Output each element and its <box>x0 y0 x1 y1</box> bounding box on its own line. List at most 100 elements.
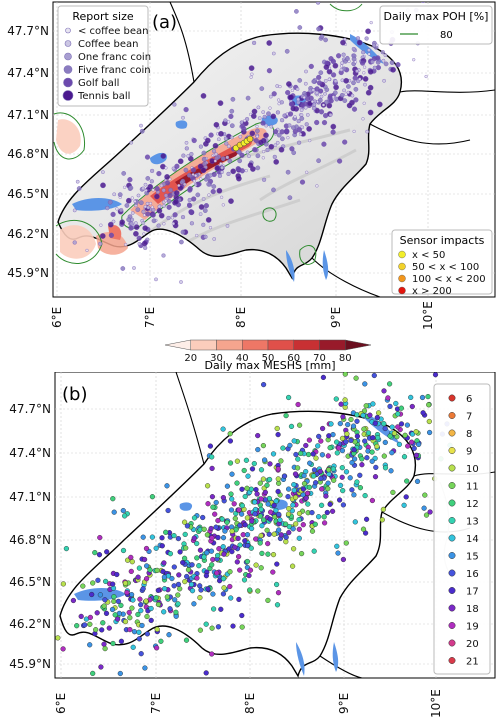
hail-report-point <box>191 515 198 521</box>
hail-report-point <box>229 471 235 477</box>
colorbar-tick: 40 <box>236 353 249 364</box>
hail-report-point <box>316 26 321 32</box>
hail-report-point <box>164 594 170 600</box>
hail-report-point <box>291 487 297 493</box>
hail-report-point <box>224 519 230 525</box>
report-legend-label: Coffee bean <box>78 39 138 50</box>
switzerland-border-b <box>59 410 416 678</box>
hail-report-point <box>243 119 247 123</box>
hail-report-point <box>276 480 282 486</box>
sensor-legend-label: 50 < x < 100 <box>412 262 479 273</box>
hail-report-point <box>227 431 233 437</box>
hail-report-point <box>351 447 357 453</box>
hail-report-point <box>121 171 127 176</box>
hail-report-point <box>266 531 272 537</box>
hail-report-point <box>413 429 419 435</box>
hail-report-point <box>128 185 134 191</box>
hail-report-point <box>202 208 208 213</box>
hail-report-point <box>322 520 328 526</box>
hail-report-point <box>72 240 77 245</box>
x-tick: 10°E <box>421 301 435 330</box>
hail-report-point <box>180 178 186 184</box>
hail-report-point <box>340 556 347 563</box>
hail-report-point <box>136 235 142 241</box>
hail-report-point <box>208 548 215 554</box>
hail-report-point <box>144 563 150 569</box>
hail-report-point <box>267 461 273 467</box>
hail-report-point <box>324 99 329 105</box>
hail-report-point <box>300 102 306 108</box>
hail-report-point <box>207 193 211 197</box>
hail-report-point <box>295 87 300 91</box>
hail-report-point <box>376 410 382 416</box>
hail-report-point <box>158 212 165 219</box>
hail-report-point <box>162 586 168 592</box>
hail-report-point <box>185 567 192 573</box>
hail-report-point <box>432 372 439 378</box>
hail-report-point <box>375 435 381 441</box>
hail-report-point <box>290 526 296 532</box>
hail-report-point <box>139 128 145 134</box>
hail-report-point <box>396 441 403 448</box>
hail-report-point <box>286 136 290 140</box>
hail-report-point <box>195 192 201 198</box>
hail-report-point <box>351 492 357 498</box>
hail-report-point <box>184 523 191 529</box>
hour-legend-label: 16 <box>466 569 479 580</box>
hail-report-point <box>275 110 280 115</box>
colorbar-cell <box>164 339 191 351</box>
hail-report-point <box>273 143 278 148</box>
hail-report-point <box>103 610 110 617</box>
hail-report-point <box>367 109 374 116</box>
hail-report-point <box>300 486 307 492</box>
hail-report-point <box>285 90 291 96</box>
hail-report-point <box>299 108 304 112</box>
hail-report-point <box>312 102 317 107</box>
hail-report-point <box>220 591 227 597</box>
hail-report-point <box>321 103 326 107</box>
hail-report-point <box>299 551 305 557</box>
hail-report-point <box>291 546 297 552</box>
hail-report-point <box>353 60 358 64</box>
hail-report-point <box>228 491 234 497</box>
hail-report-point <box>365 129 370 134</box>
colorbar-cell <box>319 339 346 351</box>
hail-report-point <box>144 576 150 582</box>
hail-report-point <box>379 517 385 523</box>
report-legend-label: Golf ball <box>78 78 119 89</box>
hail-report-point <box>138 651 144 657</box>
hail-report-point <box>291 481 297 488</box>
hail-report-point <box>189 152 194 157</box>
hail-report-point <box>356 39 363 46</box>
hail-report-point <box>208 173 213 178</box>
hail-report-point <box>412 58 416 62</box>
hail-report-point <box>274 561 280 567</box>
hail-report-point <box>159 543 165 549</box>
hail-report-point <box>249 130 256 137</box>
hail-report-point <box>92 550 98 556</box>
hail-report-point <box>249 525 255 532</box>
hail-report-point <box>242 493 248 500</box>
hail-report-point <box>361 426 367 432</box>
hail-report-point <box>78 613 84 620</box>
sensor-legend-marker <box>398 250 406 259</box>
hail-report-point <box>224 141 229 146</box>
hail-report-point <box>182 531 188 538</box>
hail-report-point <box>380 506 387 513</box>
panel-a-y-ticks: 47.7°N 47.4°N 47.1°N 46.8°N 46.5°N 46.2°… <box>7 24 49 280</box>
x-tick: 9°E <box>337 693 351 714</box>
hail-report-point <box>182 555 188 561</box>
sensor-legend-label: x > 200 <box>412 286 452 297</box>
y-tick: 47.1°N <box>7 108 49 122</box>
hail-report-point <box>362 492 368 499</box>
hail-report-point <box>403 494 409 500</box>
hail-report-point <box>201 526 207 532</box>
sensor-legend-label: x < 50 <box>412 250 445 261</box>
hail-report-point <box>351 80 356 86</box>
hail-report-point <box>342 397 348 403</box>
hail-report-point <box>275 431 281 438</box>
hail-report-point <box>228 113 234 119</box>
hail-report-point <box>255 446 261 453</box>
hail-report-point <box>327 501 333 507</box>
hail-report-point <box>133 221 138 225</box>
